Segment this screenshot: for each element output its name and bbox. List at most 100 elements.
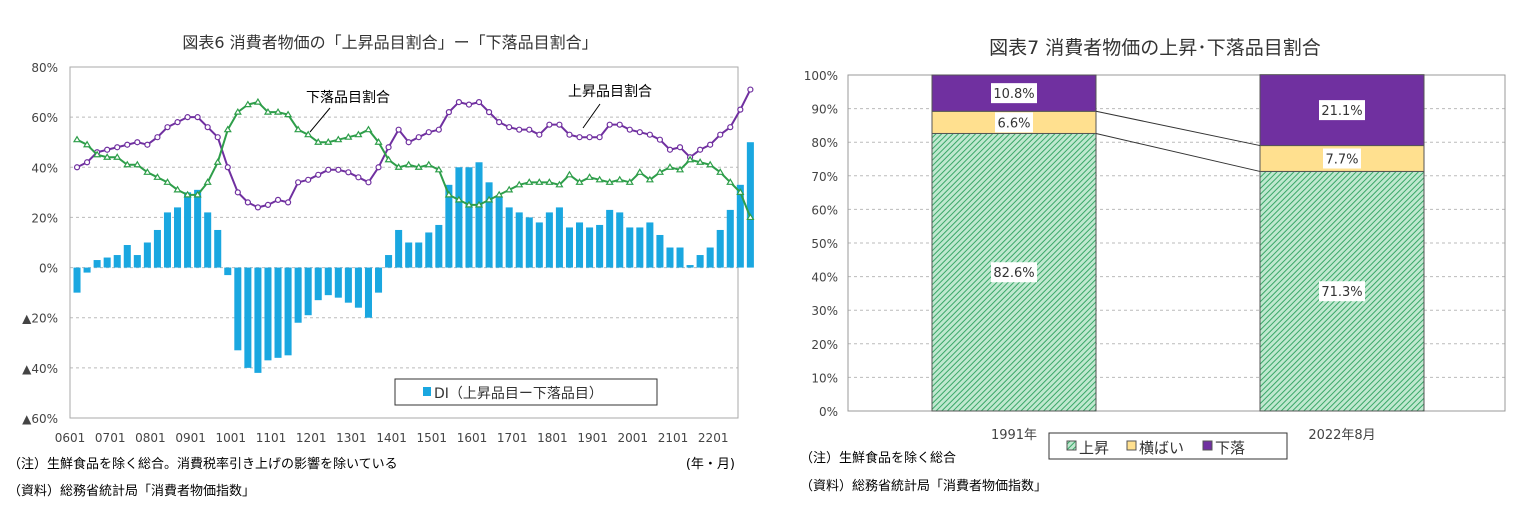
di-bar xyxy=(555,207,563,268)
x-tick-label: 1601 xyxy=(457,431,488,445)
legend-label: DI（上昇品目ー下落品目） xyxy=(434,386,603,402)
y-tick-label: 80% xyxy=(31,61,58,75)
down-ratio-point xyxy=(404,160,413,168)
di-bar xyxy=(385,255,393,268)
x-tick-label: 1001 xyxy=(216,431,247,445)
down-ratio-point xyxy=(263,107,273,115)
di-bar xyxy=(586,227,594,268)
down-ratio-point xyxy=(273,107,283,115)
up-ratio-point xyxy=(646,131,653,138)
x-tick-label: 0601 xyxy=(55,431,86,445)
down-ratio-point xyxy=(304,130,313,138)
down-ratio-point xyxy=(706,160,715,168)
di-bar xyxy=(163,212,171,268)
down-ratio-point xyxy=(686,155,695,163)
legend-box xyxy=(1048,432,1288,460)
x-tick-label: 0801 xyxy=(135,431,166,445)
di-bar xyxy=(686,265,694,268)
down-ratio-point xyxy=(635,168,644,175)
x-tick-label: 1701 xyxy=(497,431,528,445)
di-bar xyxy=(746,142,754,268)
di-bar xyxy=(254,267,262,373)
down-ratio-point xyxy=(726,178,735,185)
di-bar xyxy=(716,229,724,268)
up-ratio-point xyxy=(83,159,91,166)
up-ratio-point xyxy=(295,179,302,186)
down-ratio-point xyxy=(454,195,463,203)
up-ratio-point xyxy=(737,106,744,113)
up-ratio-point xyxy=(697,146,704,153)
up-ratio-point xyxy=(546,121,553,128)
up-ratio-point xyxy=(485,109,493,116)
up-ratio-point xyxy=(184,114,191,121)
up-ratio-point xyxy=(385,144,392,151)
up-ratio-point xyxy=(496,119,503,126)
di-bar xyxy=(405,242,413,268)
data-label-bg xyxy=(991,83,1037,104)
x-tick-label: 0901 xyxy=(175,431,206,445)
down-ratio-point xyxy=(555,180,564,188)
legend-swatch xyxy=(1126,440,1137,451)
down-ratio-point xyxy=(123,160,132,168)
di-bar xyxy=(304,267,312,316)
di-bar xyxy=(194,189,202,268)
series-connector-line xyxy=(1095,110,1261,147)
di-bar xyxy=(445,184,453,268)
di-bar xyxy=(395,229,403,268)
down-ratio-point xyxy=(384,155,393,163)
up-ratio-point xyxy=(536,131,543,138)
down-ratio-point xyxy=(324,138,333,145)
down-ratio-point xyxy=(133,160,142,168)
data-label: 6.6% xyxy=(997,116,1030,131)
di-bar xyxy=(153,229,161,268)
data-label-bg xyxy=(995,112,1033,133)
up-ratio-point xyxy=(576,134,583,141)
y-tick-label: 0% xyxy=(819,405,838,419)
di-bar xyxy=(354,267,362,308)
down-ratio-point xyxy=(515,180,524,188)
up-ratio-point xyxy=(144,141,151,148)
down-ratio-point xyxy=(605,178,614,185)
down-ratio-point xyxy=(424,160,433,168)
legend-label: 横ばい xyxy=(1139,439,1184,457)
di-bar xyxy=(646,222,654,268)
down-ratio-point xyxy=(163,178,172,185)
x-tick-label: 1301 xyxy=(336,431,367,445)
x-tick-label: 2201 xyxy=(698,431,729,445)
down-ratio-point xyxy=(746,213,755,221)
up-ratio-point xyxy=(224,164,231,171)
x-tick-label: 2022年8月 xyxy=(1308,428,1375,443)
chart7-source: （資料）総務省統計局「消費者物価指数」 xyxy=(800,478,1047,494)
y-tick-label: ▲60% xyxy=(22,412,58,426)
up-ratio-point xyxy=(455,98,463,106)
di-bar xyxy=(485,182,493,268)
up-ratio-point xyxy=(375,164,382,171)
di-bar xyxy=(174,207,182,268)
down-ratio-point xyxy=(173,185,182,193)
di-bar xyxy=(435,224,443,268)
down-ratio-point xyxy=(233,107,242,115)
up-ratio-point xyxy=(676,144,684,151)
up-ratio-point xyxy=(104,146,111,153)
up-ratio-point xyxy=(415,134,422,141)
di-bar xyxy=(133,255,141,268)
x-tick-label: 1101 xyxy=(256,431,287,445)
y-tick-label: 90% xyxy=(811,103,838,117)
up-ratio-point xyxy=(234,189,241,196)
di-bar xyxy=(465,167,473,268)
di-bar xyxy=(103,257,111,268)
up-ratio-point xyxy=(254,204,262,211)
up-ratio-point xyxy=(526,126,533,133)
up-ratio-point xyxy=(164,124,171,131)
di-bar xyxy=(324,267,332,296)
down-ratio-point xyxy=(575,178,584,185)
y-tick-label: 60% xyxy=(811,203,838,217)
down-ratio-point xyxy=(284,110,293,118)
up-ratio-point xyxy=(656,136,664,143)
up-ratio-point xyxy=(124,141,131,148)
di-bar xyxy=(184,192,192,268)
up-ratio-point xyxy=(73,164,81,171)
chart6-title: 図表6 消費者物価の「上昇品目割合」ー「下落品目割合」 xyxy=(182,33,597,52)
di-bar xyxy=(415,242,423,268)
